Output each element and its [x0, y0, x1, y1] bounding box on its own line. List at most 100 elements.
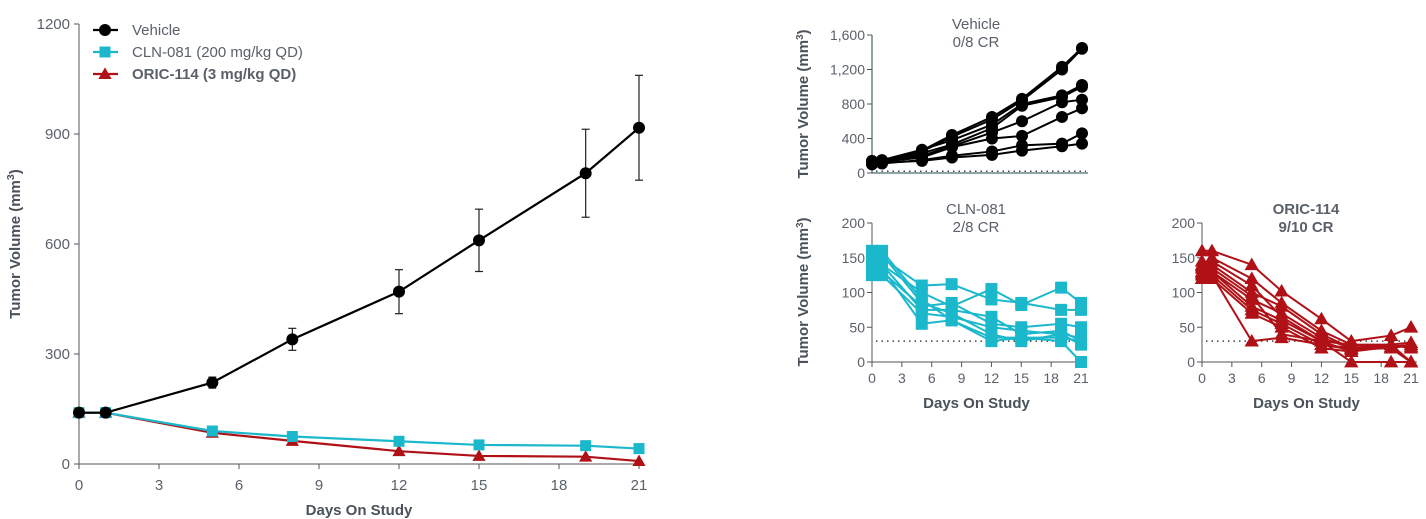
data-point: [985, 293, 998, 306]
data-point: [866, 157, 878, 170]
individual-series: [866, 137, 1088, 170]
individual-line: [1201, 260, 1411, 353]
individual-line: [871, 98, 1083, 163]
x-tick-label: 21: [1403, 370, 1419, 386]
data-point: [915, 317, 928, 330]
individual-series: [1194, 254, 1419, 357]
data-point: [473, 234, 485, 247]
series-line: [79, 411, 640, 463]
data-point: [945, 278, 958, 291]
x-tick-label: 9: [958, 370, 966, 386]
x-tick-label: 12: [1314, 370, 1330, 386]
data-point: [393, 285, 405, 298]
data-point: [1016, 129, 1028, 142]
series-oric-114: [72, 406, 646, 467]
individual-line: [871, 249, 1082, 343]
data-point: [1274, 283, 1289, 297]
x-tick-label: 15: [1013, 370, 1029, 386]
data-point: [1076, 137, 1088, 150]
individual-series: [866, 244, 1087, 316]
data-point: [472, 449, 486, 461]
data-point: [876, 156, 888, 169]
data-point: [1015, 324, 1028, 337]
data-point: [206, 425, 218, 437]
data-point: [1274, 330, 1289, 344]
individual-line: [871, 256, 1082, 308]
individual-line: [1201, 270, 1411, 363]
x-tick-label: 6: [928, 370, 936, 386]
data-point: [206, 376, 219, 389]
y-tick-label: 100: [842, 285, 866, 301]
y-tick-label: 600: [45, 236, 70, 253]
data-point: [1344, 344, 1359, 357]
panel-title: Vehicle: [952, 16, 1000, 33]
y-tick-label: 0: [62, 456, 70, 473]
individual-series: [1194, 243, 1419, 347]
panel-subtitle: 2/8 CR: [953, 219, 1000, 236]
individual-line: [871, 142, 1083, 165]
individual-line: [871, 48, 1083, 164]
legend-marker: [98, 67, 112, 79]
x-tick-label: 15: [471, 477, 488, 494]
y-axis-label: Tumor Volume (mm3): [795, 29, 813, 178]
data-point: [915, 307, 928, 320]
data-point: [579, 167, 592, 180]
data-point: [99, 406, 112, 419]
x-tick-label: 3: [1228, 370, 1236, 386]
x-tick-label: 3: [155, 477, 163, 494]
data-point: [1314, 333, 1329, 347]
x-tick-label: 9: [1288, 370, 1296, 386]
data-point: [1274, 299, 1289, 312]
x-tick-label: 0: [1198, 370, 1206, 386]
individual-series: [1194, 250, 1419, 351]
data-point: [1274, 309, 1289, 323]
panel-title: CLN-081: [946, 201, 1006, 218]
data-point: [1194, 258, 1210, 272]
y-tick-label: 150: [1172, 250, 1196, 266]
panel-title: ORIC-114: [1273, 201, 1340, 218]
data-point: [1056, 140, 1068, 153]
x-tick-label: 21: [631, 477, 648, 494]
x-axis-label: Days On Study: [1253, 395, 1360, 412]
data-point: [1076, 80, 1088, 93]
data-point: [73, 406, 85, 419]
data-point: [1403, 354, 1419, 368]
data-point: [1204, 267, 1220, 281]
data-point: [473, 439, 485, 451]
data-point: [1056, 63, 1068, 76]
x-tick-label: 12: [391, 477, 408, 494]
y-tick-label: 200: [842, 215, 866, 231]
data-point: [1075, 321, 1087, 334]
data-point: [580, 440, 592, 452]
y-tick-label: 0: [857, 354, 865, 370]
data-point: [1383, 354, 1399, 368]
data-point: [985, 310, 998, 323]
x-tick-label: 18: [1373, 370, 1389, 386]
data-point: [985, 321, 998, 334]
data-point: [866, 262, 878, 275]
data-point: [875, 269, 888, 282]
data-point: [1055, 281, 1068, 294]
individual-series: [866, 248, 1087, 351]
data-point: [1075, 335, 1087, 348]
data-point: [633, 121, 645, 134]
individual-line: [871, 107, 1083, 164]
y-tick-label: 300: [45, 346, 70, 363]
data-point: [1076, 93, 1088, 106]
series-line: [79, 411, 640, 450]
data-point: [1244, 306, 1259, 319]
data-point: [946, 151, 958, 164]
data-point: [393, 435, 405, 447]
data-point: [875, 244, 888, 257]
data-point: [946, 141, 958, 154]
data-point: [985, 331, 998, 344]
data-point: [1204, 243, 1220, 257]
data-point: [1204, 254, 1220, 267]
data-point: [866, 248, 878, 261]
y-tick-label: 1,200: [830, 62, 865, 78]
data-point: [1194, 271, 1210, 284]
data-point: [1076, 102, 1088, 115]
data-point: [1055, 303, 1068, 316]
individual-line: [1201, 273, 1412, 363]
